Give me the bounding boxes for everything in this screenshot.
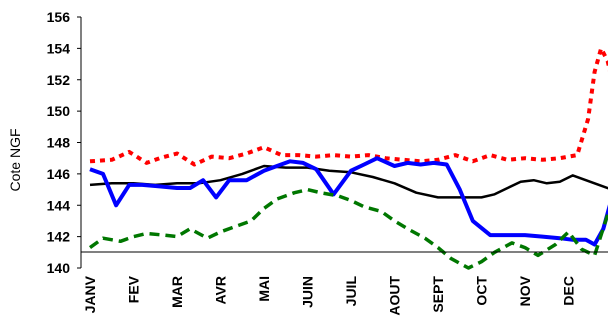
y-tick-label: 152: [47, 72, 71, 88]
y-tick-label: 146: [47, 166, 71, 182]
x-tick-label: SEPT: [430, 276, 446, 313]
x-tick-label: JUIL: [343, 276, 359, 307]
y-tick-label: 156: [47, 9, 71, 25]
y-tick-label: 150: [47, 103, 71, 119]
x-tick-label: DEC: [561, 276, 577, 306]
y-tick-label: 140: [47, 260, 71, 276]
x-tick-label: OCT: [474, 276, 490, 306]
series-line-4: [88, 187, 608, 270]
x-tick-label: NOV: [517, 275, 533, 306]
x-tick-label: AOUT: [387, 276, 403, 316]
x-tick-label: MAI: [256, 276, 272, 302]
y-tick-label: 142: [47, 229, 71, 245]
x-tick-label: JANV: [82, 275, 98, 313]
x-tick-label: MAR: [169, 276, 185, 308]
x-tick-label: AVR: [213, 276, 229, 305]
y-tick-label: 154: [47, 40, 71, 56]
x-tick-label: JUIN: [300, 276, 316, 308]
series-line-1: [89, 46, 608, 167]
y-axis-label: Cote NGF: [7, 128, 23, 191]
y-tick-labels: 140 142 144 146 148 150 152 154 156: [47, 9, 81, 276]
y-tick-label: 144: [47, 197, 71, 213]
series-line-3: [89, 156, 608, 247]
x-tick-label: FEV: [126, 275, 142, 303]
y-tick-label: 148: [47, 135, 71, 151]
x-tick-labels: JANV FEV MAR AVR MAI JUIN JUIL AOUT SEPT OCT NOV DE…: [82, 275, 577, 315]
series-lines: [88, 46, 608, 270]
